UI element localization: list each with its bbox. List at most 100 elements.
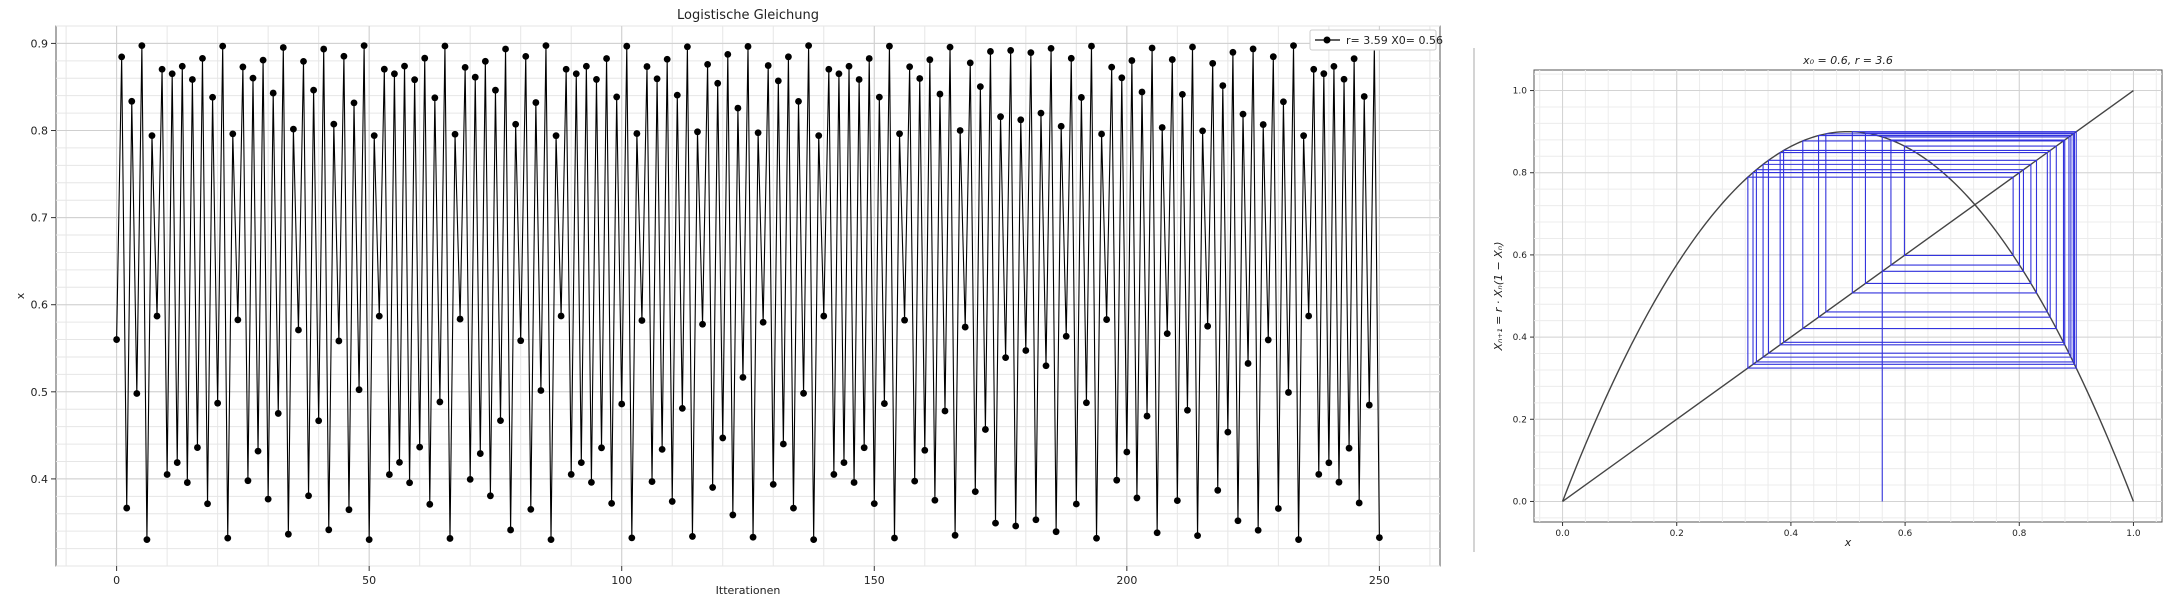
- cobweb-path: [1747, 131, 2077, 502]
- data-point: [865, 55, 873, 62]
- data-point: [754, 129, 762, 137]
- data-point: [764, 62, 772, 69]
- data-point: [1375, 534, 1383, 541]
- data-point: [633, 130, 641, 137]
- data-point: [1360, 93, 1368, 100]
- y-tick-label: 0.8: [31, 125, 49, 138]
- data-point: [976, 83, 984, 91]
- data-point: [901, 316, 908, 324]
- data-point: [1204, 322, 1212, 330]
- data-point: [618, 400, 626, 408]
- data-point: [1062, 332, 1070, 340]
- logistic-iteration-chart: 0 50 100 150 200 250 0.4 0.5 0.6 0.7 0.8 0.9 Logis…: [14, 8, 1443, 597]
- left-grid: [56, 25, 1440, 567]
- data-point: [406, 479, 413, 487]
- data-point: [133, 390, 141, 397]
- data-point: [1335, 478, 1343, 486]
- data-point: [254, 447, 262, 455]
- data-point: [577, 459, 585, 467]
- data-point: [1365, 401, 1373, 409]
- data-point: [194, 444, 201, 451]
- data-point: [744, 43, 752, 50]
- data-point: [1340, 75, 1348, 83]
- x-tick-label: 0.2: [1670, 529, 1684, 539]
- data-point: [476, 450, 484, 457]
- data-point: [1083, 399, 1090, 407]
- right-x-ticks: 0.0 0.2 0.4 0.6 0.8 1.0: [1555, 522, 2141, 539]
- data-point: [795, 97, 802, 105]
- data-point: [1077, 94, 1085, 101]
- data-point: [1234, 517, 1242, 525]
- data-point: [1128, 57, 1136, 64]
- data-point: [1300, 132, 1308, 140]
- data-point: [790, 504, 797, 512]
- x-tick-label: 1.0: [2126, 529, 2141, 539]
- data-point: [896, 130, 903, 138]
- data-point: [557, 312, 565, 320]
- data-point: [168, 70, 176, 78]
- data-point: [426, 500, 434, 508]
- data-point: [1057, 122, 1065, 130]
- data-point: [623, 42, 631, 50]
- data-point: [345, 506, 353, 514]
- data-point: [1088, 42, 1095, 50]
- data-point: [1017, 116, 1025, 124]
- data-point: [335, 337, 343, 345]
- data-point: [936, 90, 944, 98]
- data-point: [593, 76, 600, 83]
- data-point: [1219, 82, 1227, 89]
- data-point: [724, 50, 732, 58]
- x-tick-label: 150: [864, 574, 885, 587]
- data-point: [582, 62, 590, 70]
- y-tick-label: 1.0: [1513, 87, 1528, 97]
- data-point: [739, 373, 747, 381]
- data-point: [992, 519, 999, 527]
- legend-label: r= 3.59 X0= 0.56: [1346, 34, 1443, 47]
- left-x-ticks: 0 50 100 150 200 250: [113, 566, 1390, 587]
- data-point: [1047, 44, 1055, 52]
- data-point: [497, 417, 504, 424]
- data-point: [699, 320, 706, 328]
- data-point: [1153, 529, 1161, 537]
- data-point: [1072, 500, 1080, 508]
- x-tick-label: 100: [611, 574, 632, 587]
- data-point: [1330, 62, 1338, 70]
- data-point: [552, 132, 560, 140]
- data-point: [1264, 336, 1272, 344]
- data-point: [315, 417, 323, 425]
- data-point: [1209, 59, 1217, 67]
- data-point: [1285, 389, 1292, 396]
- data-point: [815, 132, 823, 140]
- data-point: [1269, 53, 1277, 61]
- data-point: [507, 526, 514, 534]
- data-point: [1148, 44, 1156, 52]
- data-point: [875, 93, 883, 101]
- data-point: [835, 70, 843, 78]
- data-point: [774, 77, 782, 85]
- left-plot-frame: [55, 25, 1441, 567]
- data-point: [138, 42, 146, 50]
- data-point: [709, 484, 717, 491]
- data-point: [143, 536, 151, 544]
- data-point: [714, 79, 722, 87]
- data-point: [860, 444, 868, 452]
- data-point: [1345, 444, 1353, 452]
- data-point: [436, 398, 444, 406]
- right-x-axis-label: x: [1844, 536, 1852, 549]
- data-point: [1214, 486, 1222, 494]
- data-point: [734, 104, 742, 112]
- data-point: [946, 43, 954, 51]
- data-point: [492, 86, 499, 94]
- data-point: [274, 410, 282, 417]
- data-point: [300, 57, 307, 65]
- data-point: [653, 75, 661, 83]
- data-point: [431, 94, 439, 102]
- left-legend: r= 3.59 X0= 0.56: [1309, 29, 1443, 51]
- y-tick-label: 0.0: [1513, 497, 1528, 507]
- x-tick-label: 0.8: [2012, 529, 2027, 539]
- legend-box: [1309, 29, 1437, 51]
- right-series: [1561, 89, 2135, 503]
- y-tick-label: 0.7: [31, 212, 49, 225]
- data-point: [800, 389, 807, 397]
- data-point: [123, 504, 131, 512]
